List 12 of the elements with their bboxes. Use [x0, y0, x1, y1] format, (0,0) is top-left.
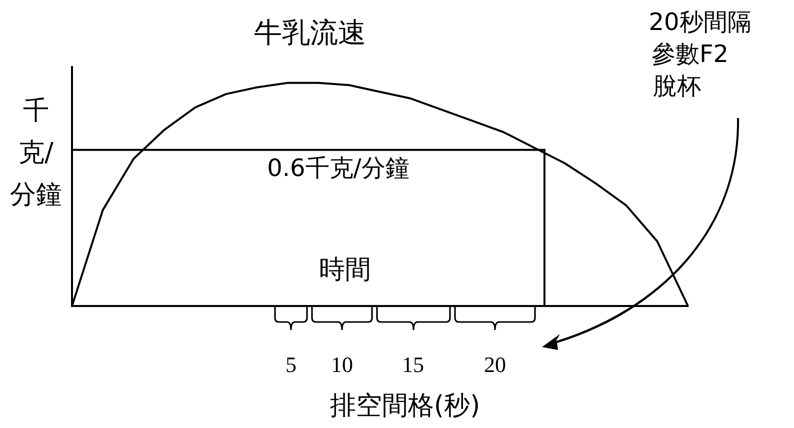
x-axis-title: 排空間格(秒) — [328, 390, 482, 423]
text: 20 — [484, 352, 506, 377]
text: 10 — [331, 352, 353, 377]
text: 20秒間隔 — [648, 7, 752, 38]
ref-line-label: 0.6千克/分鐘 — [267, 154, 410, 182]
annotation: 時間 — [318, 254, 372, 287]
y-axis-title: 千克/分鐘 — [9, 95, 63, 212]
chart-title: 牛乳流速 — [253, 15, 367, 51]
annotation: 脫杯 — [652, 71, 702, 102]
text: 15 — [402, 352, 424, 377]
text: 參數F2 — [650, 39, 730, 70]
text: 5 — [286, 352, 296, 377]
